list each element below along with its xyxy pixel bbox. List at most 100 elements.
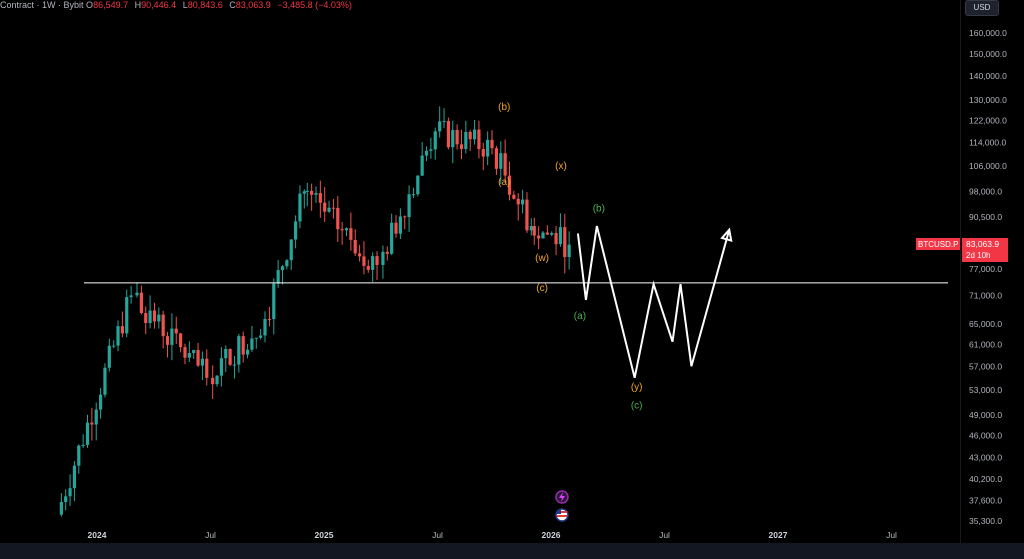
price-tag-symbol-bg [916,238,960,250]
price-tick-label: 57,000.0 [969,361,1002,371]
price-axis-separator [960,0,961,543]
price-tag-countdown: 2d 10h [966,251,990,260]
wave-label: (y) [631,382,643,393]
candle-body [280,266,285,271]
candle-body [398,216,402,234]
candle-body [81,444,85,446]
candle-body [503,153,507,176]
high-value: 90,446.4 [141,0,177,10]
candle-body [563,227,567,258]
price-tick-label: 114,000.0 [969,137,1006,147]
candle-body [394,222,398,234]
candle-body [129,295,133,298]
lightning-icon[interactable] [555,490,569,504]
open-label: O [86,0,94,10]
candle-body [77,445,81,466]
price-tick-label: 77,000.0 [969,264,1002,274]
price-tick-label: 61,000.0 [969,339,1002,349]
candle-body [59,502,63,515]
candle-body [545,232,549,235]
candle-body [371,256,375,270]
change-value: −3,485.8 (−4.03%) [277,0,352,10]
candle-body [438,121,442,132]
candle-body [416,175,420,195]
price-tick-label: 90,500.0 [969,212,1002,222]
price-tick-label: 46,000.0 [969,431,1002,441]
candle-body [183,347,187,358]
candle-body [267,318,272,320]
candle-body [285,260,289,267]
candle-body [161,314,165,337]
candle-body [116,326,120,346]
symbol-text[interactable]: Contract · 1W · Bybit [0,0,84,10]
projection-path[interactable] [576,225,731,379]
high-label: H [134,0,142,10]
price-tick-label: 43,000.0 [969,452,1002,462]
candle-body [135,292,139,296]
low-value: 80,843.6 [187,0,223,10]
price-tick-label: 49,000.0 [969,410,1002,420]
candle-body [205,358,209,378]
wave-label: (c) [536,283,548,294]
price-tick-label: 98,000.0 [969,186,1002,196]
candle-body [187,353,191,358]
candle-body [152,310,157,322]
candle-body [481,149,485,157]
candle-body [245,349,250,355]
candle-body [550,232,554,235]
candle-body [567,244,571,258]
candle-body [486,139,490,157]
open-value: 86,549.7 [93,0,129,10]
price-tick-label: 71,000.0 [969,290,1002,300]
candle-body [219,358,223,376]
candle-body [507,175,512,195]
candle-body [558,227,563,245]
price-tick-label: 65,000.0 [969,319,1002,329]
price-tick-label: 35,300.0 [969,516,1002,526]
wave-label: (a) [498,177,510,188]
price-tick-label: 37,600.0 [969,496,1002,506]
candle-body [451,129,455,148]
candle-body [144,313,148,324]
price-tick-label: 40,200.0 [969,474,1002,484]
candle-body [512,194,516,199]
candle-body [349,228,353,240]
time-tick-label: 2025 [315,530,334,540]
candle-body [336,207,340,230]
candle-body [362,256,366,266]
candle-body [442,120,446,122]
us-flag-icon[interactable] [555,508,569,522]
candle-body [446,120,450,148]
price-tick-label: 106,000.0 [969,161,1007,171]
candle-body [375,256,379,265]
candle-body [305,190,309,192]
candle-body [302,191,306,194]
time-axis[interactable]: 2024 Jul 2025 Jul 2026 Jul 2027 Jul [88,530,898,540]
candle-body [314,193,318,195]
price-axis[interactable]: 160,000.0 150,000.0 140,000.0 130,000.0 122,… [969,28,1007,526]
price-tick-label: 160,000.0 [969,28,1007,38]
currency-button[interactable]: USD [965,0,999,16]
candle-body [318,193,322,203]
time-tick-label: Jul [432,530,443,540]
candle-body [165,336,170,345]
price-tag-price: 83,063.9 [966,239,999,249]
candle-body [85,422,90,445]
candle-body [494,148,499,169]
price-tag-value-bg [962,238,1008,262]
candle-body [390,222,394,254]
candle-body [298,193,302,222]
candle-body [276,270,280,284]
candle-body [263,318,267,336]
candle-body [112,345,116,347]
candle-body [424,150,429,156]
candle-body [72,465,77,489]
candle-body [455,129,459,145]
candle-body [411,194,416,196]
candle-body [125,297,129,334]
time-tick-label: Jul [886,530,897,540]
candle-body [490,139,494,149]
price-tick-label: 122,000.0 [969,116,1007,126]
candle-body [340,229,344,231]
